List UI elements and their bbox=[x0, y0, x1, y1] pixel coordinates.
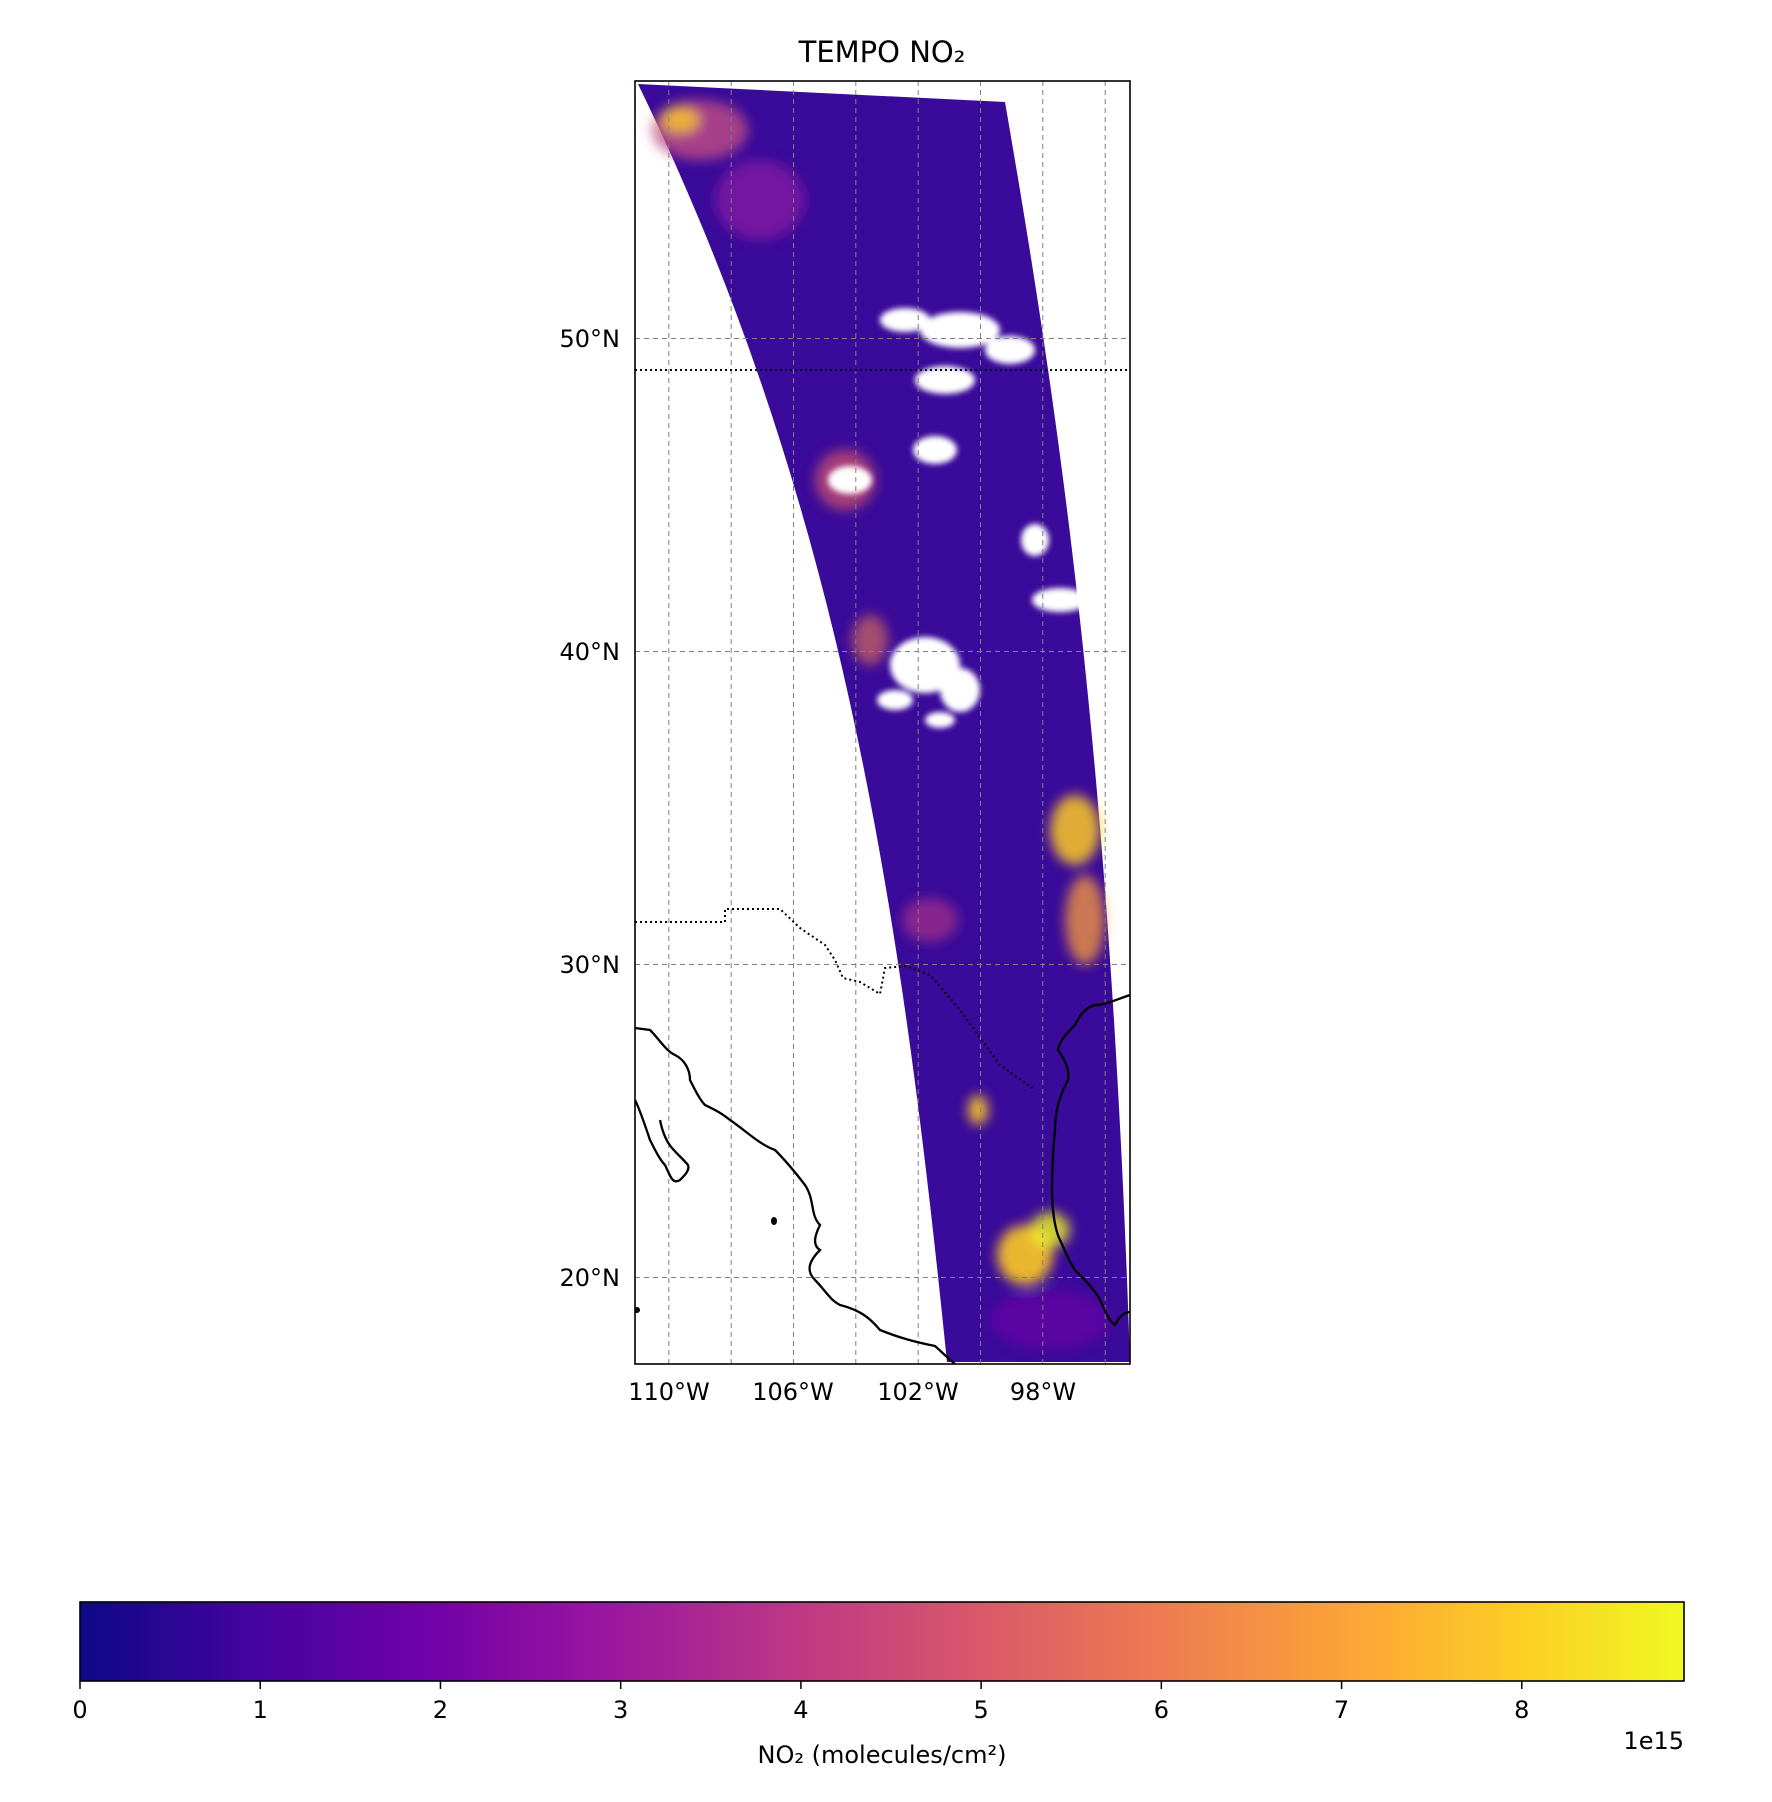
missing-data-patches bbox=[828, 308, 1088, 728]
lon-tick-label: 106°W bbox=[752, 1378, 834, 1406]
map-panel bbox=[635, 81, 1130, 1364]
colorbar-tick-label: 0 bbox=[72, 1696, 87, 1724]
map-frame bbox=[634, 80, 1131, 1365]
coastlines bbox=[635, 993, 1130, 1364]
lon-tick-label: 110°W bbox=[628, 1378, 710, 1406]
colorbar-tick-label: 3 bbox=[613, 1696, 628, 1724]
map-title: TEMPO NO₂ bbox=[798, 35, 966, 69]
colorbar-tick-label: 6 bbox=[1154, 1696, 1169, 1724]
lon-tick-label: 98°W bbox=[1010, 1378, 1076, 1406]
lat-tick-label: 40°N bbox=[560, 638, 621, 666]
lon-tick-labels: 110°W 106°W 102°W 98°W bbox=[628, 1378, 1076, 1406]
islands bbox=[635, 1217, 777, 1313]
no2-swath bbox=[638, 84, 1130, 1362]
colorbar-tick-label: 1 bbox=[253, 1696, 268, 1724]
colorbar: 0 1 2 3 4 5 6 7 8 NO₂ (molecules/cm²) 1e15 bbox=[72, 1601, 1685, 1769]
colorbar-bar bbox=[79, 1601, 1685, 1682]
colorbar-tick-label: 4 bbox=[793, 1696, 808, 1724]
us-mexico-border bbox=[635, 908, 1036, 1091]
colorbar-tick-label: 8 bbox=[1514, 1696, 1529, 1724]
gulf-coast bbox=[1050, 993, 1130, 1327]
lat-tick-label: 20°N bbox=[560, 1264, 621, 1292]
colorbar-exponent: 1e15 bbox=[1623, 1727, 1684, 1755]
colorbar-tick-label: 5 bbox=[973, 1696, 988, 1724]
gridlines bbox=[635, 81, 1130, 1364]
colorbar-tick-label: 2 bbox=[433, 1696, 448, 1724]
borders bbox=[635, 369, 1130, 1091]
lon-tick-label: 102°W bbox=[877, 1378, 959, 1406]
mainland-mexico-coast bbox=[635, 1026, 956, 1364]
colorbar-ticks: 0 1 2 3 4 5 6 7 8 bbox=[72, 1681, 1529, 1724]
lat-tick-labels: 50°N 40°N 30°N 20°N bbox=[560, 325, 621, 1292]
colorbar-label: NO₂ (molecules/cm²) bbox=[758, 1741, 1007, 1769]
colorbar-tick-label: 7 bbox=[1334, 1696, 1349, 1724]
lat-tick-label: 50°N bbox=[560, 325, 621, 353]
baja-california-coast bbox=[635, 1099, 690, 1183]
lat-tick-label: 30°N bbox=[560, 951, 621, 979]
